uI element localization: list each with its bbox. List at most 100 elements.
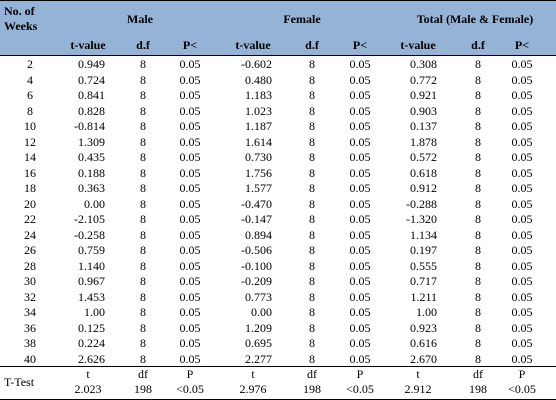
header-rule <box>0 55 556 56</box>
sub-header: d.f <box>305 38 319 52</box>
value-cell: 8 <box>140 57 146 71</box>
value-cell: 8 <box>309 57 315 71</box>
value-cell: 8 <box>140 88 146 102</box>
value-cell: 0.05 <box>511 289 533 304</box>
value-cell: 8 <box>475 103 481 118</box>
value-cell: 0.572 <box>410 150 437 164</box>
value-cell: 0.05 <box>179 72 201 87</box>
value-cell: 8 <box>140 274 146 288</box>
week-cell: 38 <box>24 336 36 350</box>
value-cell: 1.183 <box>245 88 272 102</box>
week-cell: 30 <box>24 274 36 288</box>
top-rule <box>0 0 556 1</box>
value-cell: 0.05 <box>511 212 533 226</box>
value-cell: 0.05 <box>179 320 201 335</box>
value-cell: 8 <box>140 134 146 149</box>
value-cell: 0.05 <box>179 243 201 257</box>
value-cell: 0.05 <box>349 134 371 149</box>
value-cell: 0.05 <box>349 57 371 71</box>
value-cell: 0.05 <box>179 150 201 164</box>
value-cell: 8 <box>475 181 481 195</box>
value-cell: 0.759 <box>78 243 105 257</box>
sub-header: d.f <box>136 38 150 52</box>
value-cell: 8 <box>475 119 481 133</box>
value-cell: 0.05 <box>179 103 201 118</box>
value-cell: 0.363 <box>78 181 105 195</box>
footer-cell: df <box>138 367 148 381</box>
value-cell: 0.912 <box>410 181 437 195</box>
value-cell: 0.05 <box>511 134 533 149</box>
value-cell: 0.308 <box>410 57 437 71</box>
week-cell: 12 <box>24 134 36 149</box>
value-cell: 0.616 <box>410 336 437 350</box>
value-cell: 0.05 <box>349 336 371 350</box>
value-cell: 1.134 <box>410 227 437 242</box>
value-cell: 0.197 <box>410 243 437 257</box>
week-cell: 8 <box>27 103 33 118</box>
value-cell: 8 <box>309 274 315 288</box>
value-cell: 0.435 <box>78 150 105 164</box>
week-cell: 20 <box>24 196 36 211</box>
value-cell: 8 <box>140 165 146 180</box>
value-cell: 0.05 <box>349 258 371 273</box>
week-cell: 32 <box>24 289 36 304</box>
value-cell: 8 <box>309 196 315 211</box>
value-cell: 8 <box>475 72 481 87</box>
value-cell: 8 <box>309 351 315 366</box>
week-cell: 26 <box>24 243 36 257</box>
value-cell: 8 <box>309 119 315 133</box>
value-cell: -2.105 <box>74 212 105 226</box>
value-cell: 2.670 <box>410 351 437 366</box>
value-cell: 0.05 <box>179 165 201 180</box>
value-cell: 0.00 <box>251 305 272 319</box>
value-cell: 1.00 <box>416 305 437 319</box>
footer-cell: t <box>251 367 255 381</box>
value-cell: 0.05 <box>179 289 201 304</box>
value-cell: 0.05 <box>349 165 371 180</box>
value-cell: 0.05 <box>349 289 371 304</box>
value-cell: 1.878 <box>410 134 437 149</box>
footer-cell: P <box>356 367 364 381</box>
value-cell: 0.05 <box>511 119 533 133</box>
value-cell: 8 <box>309 227 315 242</box>
value-cell: 0.05 <box>179 212 201 226</box>
footer-cell: df <box>473 367 483 381</box>
value-cell: 0.05 <box>511 72 533 87</box>
value-cell: 1.187 <box>245 119 272 133</box>
week-cell: 10 <box>24 119 36 133</box>
footer-rule <box>0 366 556 367</box>
value-cell: -0.147 <box>241 212 272 226</box>
value-cell: 8 <box>475 57 481 71</box>
value-cell: 8 <box>140 320 146 335</box>
value-cell: 0.903 <box>410 103 437 118</box>
value-cell: 8 <box>309 305 315 319</box>
value-cell: 0.949 <box>78 57 105 71</box>
value-cell: 0.05 <box>349 320 371 335</box>
value-cell: 0.05 <box>179 134 201 149</box>
value-cell: 0.555 <box>410 258 437 273</box>
value-cell: 0.05 <box>349 196 371 211</box>
value-cell: 1.140 <box>78 258 105 273</box>
footer-cell: <0.05 <box>508 382 536 396</box>
value-cell: 0.921 <box>410 88 437 102</box>
week-cell: 18 <box>24 181 36 195</box>
group-header: Male <box>127 12 153 26</box>
value-cell: 1.614 <box>245 134 272 149</box>
value-cell: 8 <box>140 351 146 366</box>
footer-cell: 198 <box>469 382 487 396</box>
value-cell: 1.309 <box>78 134 105 149</box>
value-cell: 8 <box>475 227 481 242</box>
value-cell: 0.05 <box>179 57 201 71</box>
value-cell: 0.05 <box>511 320 533 335</box>
footer-cell: P <box>518 367 526 381</box>
value-cell: 8 <box>475 289 481 304</box>
sub-header: t-value <box>70 38 106 52</box>
week-cell: 36 <box>24 320 36 335</box>
value-cell: 0.05 <box>511 243 533 257</box>
footer-cell: t <box>416 367 420 381</box>
value-cell: 8 <box>140 196 146 211</box>
value-cell: 8 <box>140 72 146 87</box>
value-cell: 0.05 <box>511 227 533 242</box>
week-cell: 14 <box>24 150 36 164</box>
